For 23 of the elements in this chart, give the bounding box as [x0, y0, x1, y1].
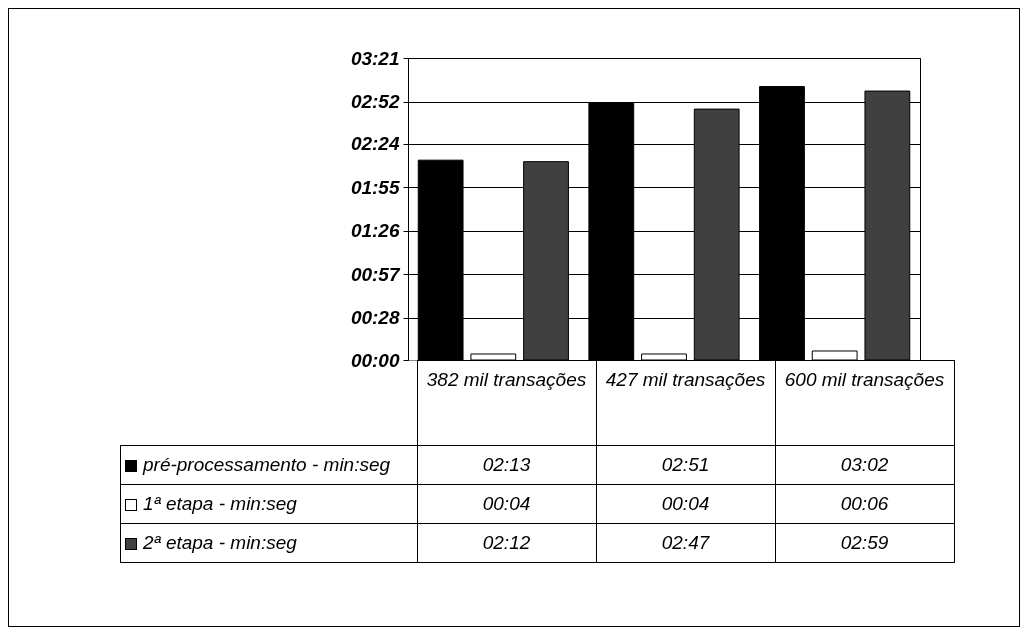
x-tick-label: 427 mil transações — [596, 360, 775, 446]
y-tick-label: 00:28 — [350, 307, 400, 329]
y-tick-label: 01:55 — [350, 176, 400, 198]
data-label: 00:04 — [596, 484, 775, 524]
y-tick-label: 03:21 — [350, 47, 400, 69]
x-tick-label: 600 mil transações — [775, 360, 954, 446]
data-label: 02:51 — [596, 445, 775, 485]
y-tick-label: 01:26 — [350, 220, 400, 242]
y-tick-label: 00:00 — [350, 349, 400, 371]
data-label: 02:47 — [596, 523, 775, 563]
data-label: 02:12 — [417, 523, 596, 563]
legend-label: 1ª etapa - min:seg — [120, 484, 417, 524]
legend-label: pré-processamento - min:seg — [120, 445, 417, 485]
data-label: 02:59 — [775, 523, 954, 563]
y-tick-label: 02:24 — [350, 133, 400, 155]
y-tick-label: 02:52 — [350, 91, 400, 113]
legend-label: 2ª etapa - min:seg — [120, 523, 417, 563]
data-label: 02:13 — [417, 445, 596, 485]
y-tick-label: 00:57 — [350, 263, 401, 285]
data-label: 03:02 — [775, 445, 954, 485]
x-tick-label: 382 mil transações — [417, 360, 596, 446]
data-label: 00:04 — [417, 484, 596, 524]
data-label: 00:06 — [775, 484, 954, 524]
